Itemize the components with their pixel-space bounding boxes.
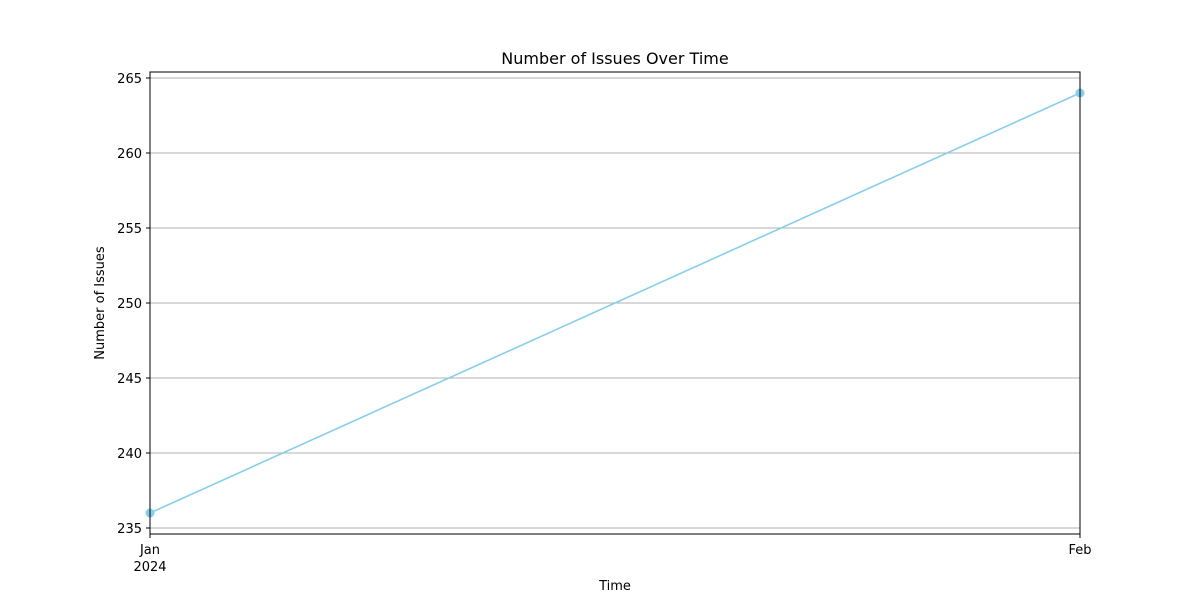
x-tick-year-label: 2024: [133, 560, 166, 575]
y-tick-label: 260: [117, 147, 142, 162]
y-tick-label: 250: [117, 297, 142, 312]
x-axis: Jan 2024 Feb: [133, 534, 1092, 575]
x-axis-label: Time: [598, 579, 631, 594]
x-tick-label: Feb: [1068, 543, 1091, 558]
y-tick-label: 265: [117, 72, 142, 87]
y-tick-label: 255: [117, 222, 142, 237]
y-axis: 235 240 245 250 255 260 265: [117, 72, 150, 537]
y-tick-label: 245: [117, 372, 142, 387]
y-axis-label: Number of Issues: [93, 246, 108, 360]
x-tick-label: Jan: [139, 543, 160, 558]
series-line: [149, 92, 1081, 514]
y-tick-label: 240: [117, 447, 142, 462]
grid-lines: [150, 77, 1080, 529]
chart-title: Number of Issues Over Time: [501, 49, 728, 68]
y-tick-label: 235: [117, 522, 142, 537]
